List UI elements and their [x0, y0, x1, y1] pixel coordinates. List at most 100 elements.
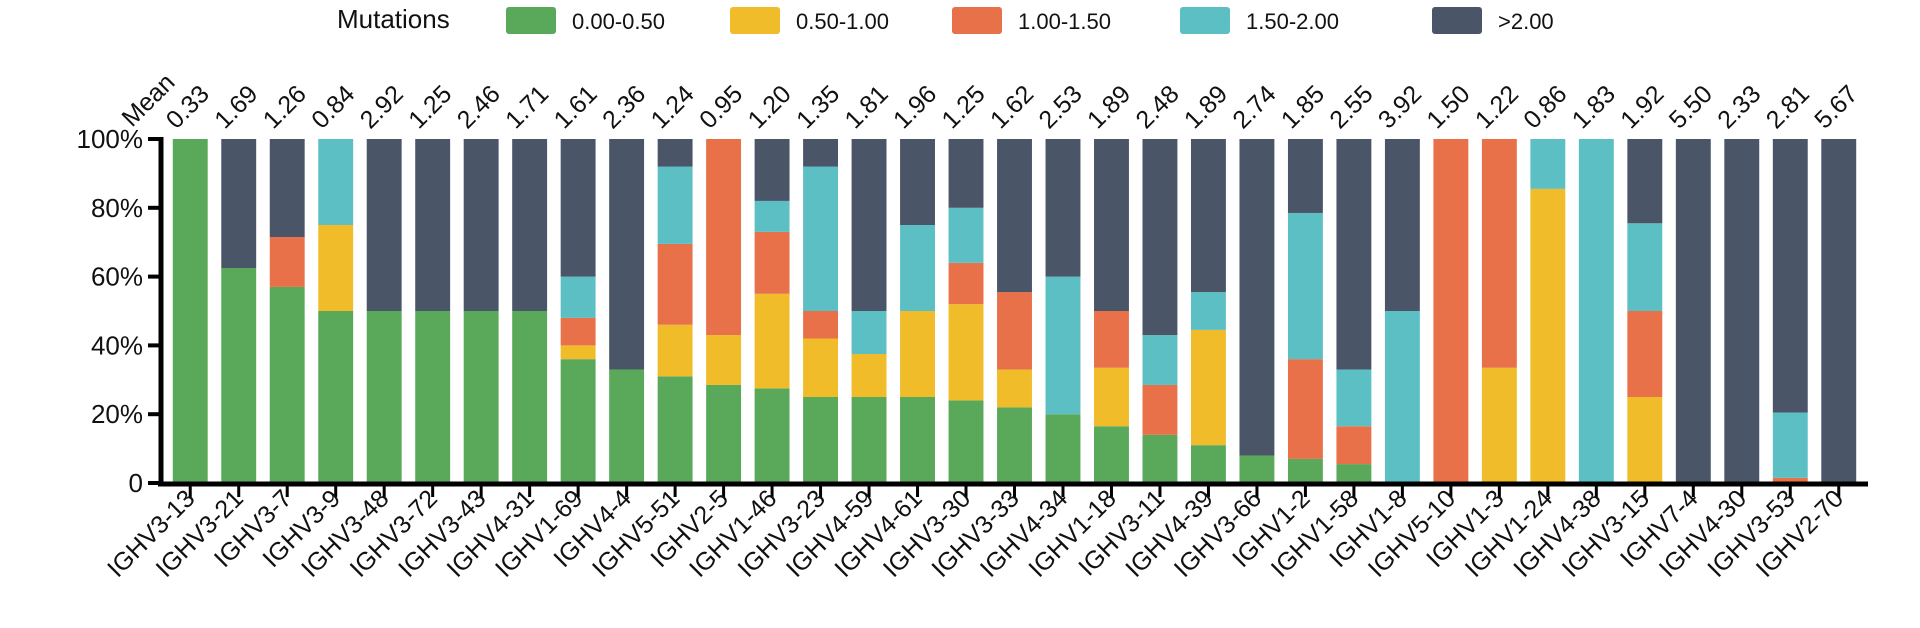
y-tick-label: 60% — [91, 262, 143, 292]
mean-value: 1.81 — [839, 80, 893, 134]
y-tick-label: 80% — [91, 193, 143, 223]
bar-segment — [463, 139, 499, 311]
bar-segment — [1287, 458, 1323, 483]
bar-segment — [1336, 426, 1372, 465]
bar-segment — [1530, 188, 1566, 483]
bar-stack — [1772, 139, 1808, 483]
mean-value: 2.48 — [1130, 80, 1184, 134]
mean-value: 1.85 — [1276, 80, 1330, 134]
bar-segment — [1384, 139, 1420, 311]
bar-stack — [172, 139, 208, 483]
bar-stack — [1724, 139, 1760, 483]
bar-segment — [803, 166, 839, 311]
bar-segment — [1724, 139, 1760, 483]
bar-segment — [706, 335, 742, 385]
mean-value: 1.50 — [1421, 80, 1475, 134]
legend-label: >2.00 — [1498, 9, 1554, 34]
legend-label: 0.00-0.50 — [572, 9, 665, 34]
bar-stack — [1675, 139, 1711, 483]
mean-value: 2.53 — [1033, 80, 1087, 134]
bar-stack — [1821, 139, 1857, 483]
bar-segment — [754, 139, 790, 201]
bar-segment — [997, 139, 1032, 293]
mean-value: 0.84 — [306, 80, 360, 134]
bar-segment — [512, 139, 548, 311]
bar-segment — [1287, 212, 1323, 360]
bar-segment — [1190, 329, 1226, 446]
mean-value: 1.96 — [888, 80, 942, 134]
bar-segment — [609, 369, 645, 483]
bar-segment — [1627, 139, 1663, 224]
bar-stack — [366, 139, 402, 483]
mean-value: 1.89 — [1179, 80, 1233, 134]
bar-segment — [172, 139, 208, 483]
mean-value: 1.26 — [258, 80, 312, 134]
bar-segment — [803, 338, 839, 397]
bar-segment — [1336, 464, 1372, 483]
bar-segment — [1094, 367, 1129, 427]
bar-segment — [1142, 434, 1178, 483]
bar-segment — [1190, 292, 1226, 330]
bar-segment — [1627, 397, 1663, 483]
bar-segment — [1578, 139, 1614, 483]
bar-stack — [269, 139, 305, 483]
bar-segment — [900, 139, 935, 225]
legend-swatch — [730, 7, 780, 34]
mean-value: 2.92 — [355, 80, 409, 134]
bar-stack — [609, 139, 645, 483]
legend-label: 1.50-2.00 — [1246, 9, 1339, 34]
bar-segment — [560, 317, 596, 346]
legend-swatch — [952, 7, 1002, 34]
bar-segment — [948, 139, 984, 208]
bar-segment — [1627, 223, 1663, 311]
bar-segment — [851, 139, 887, 311]
bar-segment — [754, 200, 790, 232]
bar-stack — [415, 139, 451, 483]
bar-segment — [997, 369, 1032, 408]
mean-value: 2.46 — [452, 80, 506, 134]
mean-value: 2.55 — [1324, 80, 1378, 134]
bar-segment — [657, 324, 693, 377]
bar-stack — [1627, 139, 1663, 483]
bar-segment — [318, 225, 354, 311]
bar-stack — [1094, 139, 1129, 483]
bar-segment — [657, 243, 693, 325]
bar-stack — [1578, 139, 1614, 483]
bar-segment — [1094, 426, 1129, 483]
bar-segment — [1675, 139, 1711, 483]
bar-segment — [803, 397, 839, 483]
bar-stack — [1287, 139, 1323, 483]
bar-segment — [997, 407, 1032, 483]
y-tick-label: 20% — [91, 399, 143, 429]
bar-segment — [1045, 414, 1081, 483]
mean-value: 2.81 — [1761, 80, 1815, 134]
legend-swatch — [1432, 7, 1482, 34]
bar-segment — [318, 139, 354, 225]
bar-stack — [1190, 139, 1226, 483]
bar-stack — [318, 139, 354, 483]
bar-stack — [1239, 139, 1275, 483]
legend: Mutations 0.00-0.50 0.50-1.00 1.00-1.50 1.5… — [337, 4, 1554, 34]
mean-value: 1.69 — [209, 80, 263, 134]
mean-value: 1.71 — [500, 80, 554, 134]
bar-segment — [706, 139, 742, 336]
bar-segment — [754, 293, 790, 389]
bar-segment — [1772, 139, 1808, 413]
bar-segment — [318, 311, 354, 483]
bar-segment — [1772, 477, 1808, 483]
mean-value: 5.50 — [1664, 80, 1718, 134]
legend-label: 0.50-1.00 — [796, 9, 889, 34]
bar-segment — [1336, 369, 1372, 427]
bar-segment — [803, 311, 839, 339]
bar-segment — [1142, 384, 1178, 435]
mean-value: 5.67 — [1809, 80, 1863, 134]
mean-value: 2.33 — [1712, 80, 1766, 134]
bar-segment — [1190, 445, 1226, 483]
bar-segment — [803, 139, 839, 167]
mean-value: 2.36 — [597, 80, 651, 134]
bar-stack — [948, 139, 984, 483]
bar-segment — [366, 139, 402, 311]
bar-segment — [1142, 139, 1178, 336]
bar-segment — [415, 311, 451, 483]
bars — [172, 139, 1857, 483]
